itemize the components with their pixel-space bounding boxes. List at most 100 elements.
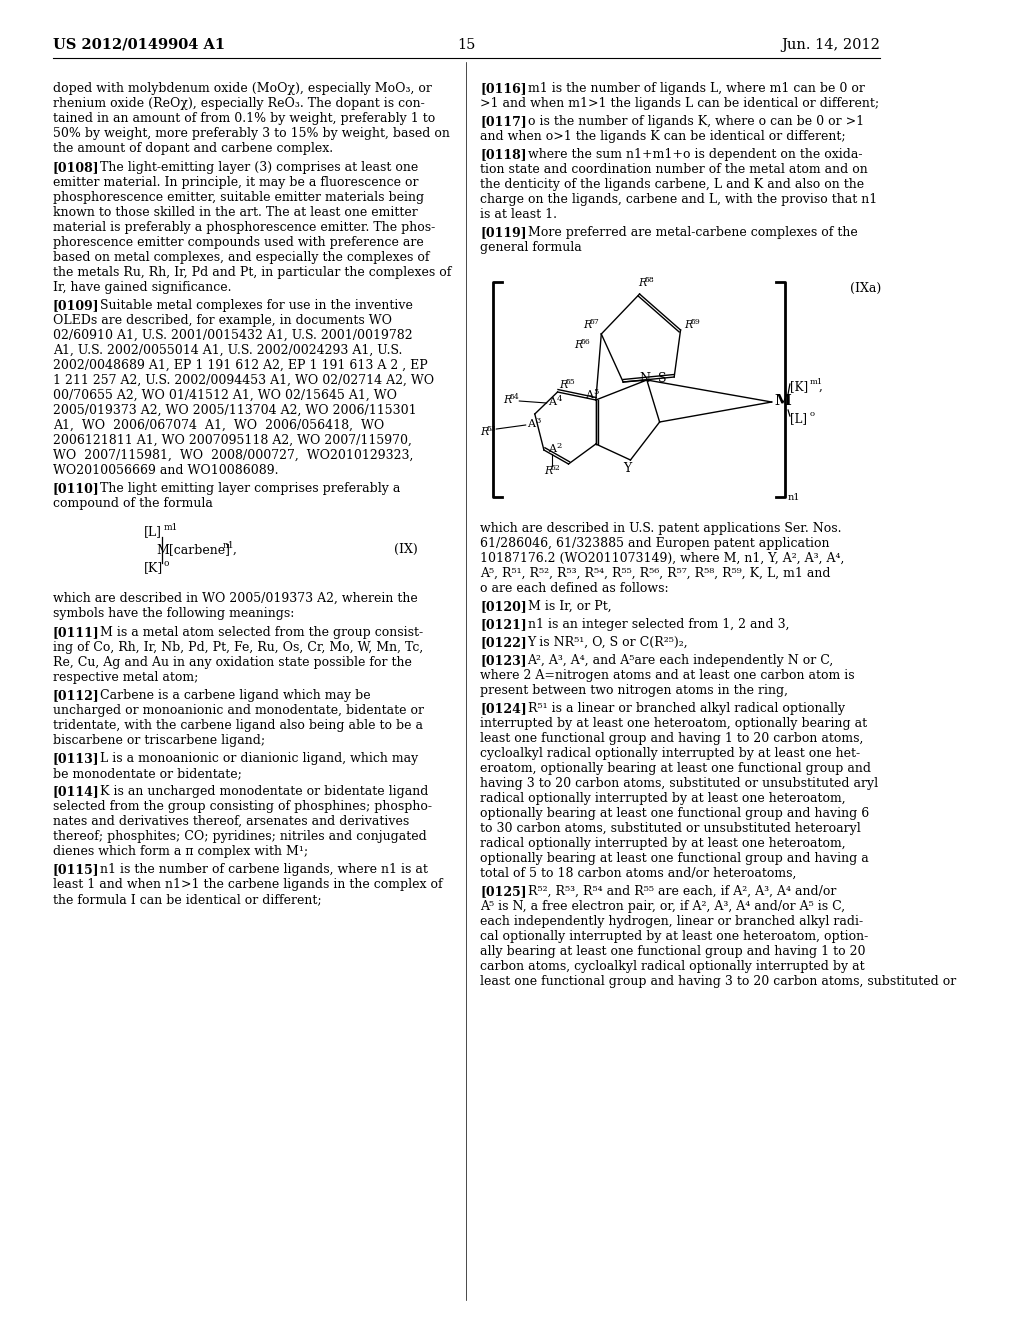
Text: m1: m1 bbox=[810, 378, 823, 385]
Text: 56: 56 bbox=[581, 338, 590, 346]
Text: [0119]: [0119] bbox=[480, 226, 526, 239]
Text: interrupted by at least one heteroatom, optionally bearing at: interrupted by at least one heteroatom, … bbox=[480, 717, 867, 730]
Text: A: A bbox=[549, 397, 556, 407]
Text: 1 211 257 A2, U.S. 2002/0094453 A1, WO 02/02714 A2, WO: 1 211 257 A2, U.S. 2002/0094453 A1, WO 0… bbox=[53, 374, 434, 387]
Text: (IX): (IX) bbox=[393, 543, 417, 556]
Text: [0116]: [0116] bbox=[480, 82, 526, 95]
Text: [0117]: [0117] bbox=[480, 115, 527, 128]
Text: M[carbene]: M[carbene] bbox=[157, 543, 230, 556]
Text: eroatom, optionally bearing at least one functional group and: eroatom, optionally bearing at least one… bbox=[480, 762, 871, 775]
Text: [0110]: [0110] bbox=[53, 482, 99, 495]
Text: [0123]: [0123] bbox=[480, 653, 526, 667]
Text: A², A³, A⁴, and A⁵are each independently N or C,: A², A³, A⁴, and A⁵are each independently… bbox=[527, 653, 834, 667]
Text: o: o bbox=[810, 411, 815, 418]
Text: 53: 53 bbox=[486, 425, 497, 433]
Text: [0125]: [0125] bbox=[480, 884, 526, 898]
Text: 2006121811 A1, WO 2007095118 A2, WO 2007/115970,: 2006121811 A1, WO 2007095118 A2, WO 2007… bbox=[53, 434, 412, 447]
Text: 58: 58 bbox=[644, 276, 654, 284]
Text: symbols have the following meanings:: symbols have the following meanings: bbox=[53, 607, 294, 620]
Text: US 2012/0149904 A1: US 2012/0149904 A1 bbox=[53, 38, 225, 51]
Text: 4: 4 bbox=[557, 395, 562, 403]
Text: material is preferably a phosphorescence emitter. The phos-: material is preferably a phosphorescence… bbox=[53, 220, 435, 234]
Text: least one functional group and having 1 to 20 carbon atoms,: least one functional group and having 1 … bbox=[480, 733, 863, 744]
Text: nates and derivatives thereof, arsenates and derivatives: nates and derivatives thereof, arsenates… bbox=[53, 814, 410, 828]
Text: least 1 and when n1>1 the carbene ligands in the complex of: least 1 and when n1>1 the carbene ligand… bbox=[53, 878, 442, 891]
Text: tion state and coordination number of the metal atom and on: tion state and coordination number of th… bbox=[480, 162, 868, 176]
Text: optionally bearing at least one functional group and having a: optionally bearing at least one function… bbox=[480, 851, 869, 865]
Text: 59: 59 bbox=[690, 318, 700, 326]
Text: R: R bbox=[574, 341, 583, 350]
Text: 57: 57 bbox=[590, 318, 599, 326]
Text: S: S bbox=[657, 371, 667, 384]
Text: The light-emitting layer (3) comprises at least one: The light-emitting layer (3) comprises a… bbox=[100, 161, 419, 174]
Text: 00/70655 A2, WO 01/41512 A1, WO 02/15645 A1, WO: 00/70655 A2, WO 01/41512 A1, WO 02/15645… bbox=[53, 389, 397, 403]
Text: A: A bbox=[585, 389, 593, 400]
Text: Y is NR⁵¹, O, S or C(R²⁵)₂,: Y is NR⁵¹, O, S or C(R²⁵)₂, bbox=[527, 636, 688, 649]
Text: each independently hydrogen, linear or branched alkyl radi-: each independently hydrogen, linear or b… bbox=[480, 915, 863, 928]
Text: M: M bbox=[774, 393, 792, 408]
Text: 2005/019373 A2, WO 2005/113704 A2, WO 2006/115301: 2005/019373 A2, WO 2005/113704 A2, WO 20… bbox=[53, 404, 417, 417]
Text: 2002/0048689 A1, EP 1 191 612 A2, EP 1 191 613 A 2 , EP: 2002/0048689 A1, EP 1 191 612 A2, EP 1 1… bbox=[53, 359, 428, 372]
Text: A⁵, R⁵¹, R⁵², R⁵³, R⁵⁴, R⁵⁵, R⁵⁶, R⁵⁷, R⁵⁸, R⁵⁹, K, L, m1 and: A⁵, R⁵¹, R⁵², R⁵³, R⁵⁴, R⁵⁵, R⁵⁶, R⁵⁷, R… bbox=[480, 568, 830, 579]
Text: o: o bbox=[164, 558, 170, 568]
Text: [0112]: [0112] bbox=[53, 689, 99, 702]
Text: to 30 carbon atoms, substituted or unsubstituted heteroaryl: to 30 carbon atoms, substituted or unsub… bbox=[480, 822, 861, 836]
Text: 5: 5 bbox=[593, 388, 598, 396]
Text: biscarbene or triscarbene ligand;: biscarbene or triscarbene ligand; bbox=[53, 734, 265, 747]
Text: doped with molybdenum oxide (MoOχ), especially MoO₃, or: doped with molybdenum oxide (MoOχ), espe… bbox=[53, 82, 432, 95]
Text: based on metal complexes, and especially the complexes of: based on metal complexes, and especially… bbox=[53, 251, 429, 264]
Text: [0113]: [0113] bbox=[53, 752, 99, 766]
Text: R: R bbox=[559, 380, 567, 389]
Text: where the sum n1+m1+o is dependent on the oxida-: where the sum n1+m1+o is dependent on th… bbox=[527, 148, 862, 161]
Text: m1: m1 bbox=[164, 523, 178, 532]
Text: R: R bbox=[684, 319, 692, 330]
Text: WO  2007/115981,  WO  2008/000727,  WO2010129323,: WO 2007/115981, WO 2008/000727, WO201012… bbox=[53, 449, 414, 462]
Text: R⁵¹ is a linear or branched alkyl radical optionally: R⁵¹ is a linear or branched alkyl radica… bbox=[527, 702, 845, 715]
Text: R: R bbox=[480, 426, 488, 437]
Text: R: R bbox=[583, 319, 592, 330]
Text: phorescence emitter compounds used with preference are: phorescence emitter compounds used with … bbox=[53, 236, 424, 249]
Text: 55: 55 bbox=[566, 378, 575, 385]
Text: 2: 2 bbox=[557, 442, 562, 450]
Text: 52: 52 bbox=[550, 465, 560, 473]
Text: 3: 3 bbox=[536, 417, 541, 425]
Text: least one functional group and having 3 to 20 carbon atoms, substituted or: least one functional group and having 3 … bbox=[480, 975, 956, 987]
Text: cycloalkyl radical optionally interrupted by at least one het-: cycloalkyl radical optionally interrupte… bbox=[480, 747, 860, 760]
Text: [L]: [L] bbox=[790, 412, 807, 425]
Text: Y: Y bbox=[624, 462, 632, 475]
Text: ing of Co, Rh, Ir, Nb, Pd, Pt, Fe, Ru, Os, Cr, Mo, W, Mn, Tc,: ing of Co, Rh, Ir, Nb, Pd, Pt, Fe, Ru, O… bbox=[53, 642, 423, 653]
Text: 54: 54 bbox=[509, 393, 519, 401]
Text: Suitable metal complexes for use in the inventive: Suitable metal complexes for use in the … bbox=[100, 300, 413, 312]
Text: n1 is the number of carbene ligands, where n1 is at: n1 is the number of carbene ligands, whe… bbox=[100, 863, 428, 876]
Text: The light emitting layer comprises preferably a: The light emitting layer comprises prefe… bbox=[100, 482, 400, 495]
Text: which are described in WO 2005/019373 A2, wherein the: which are described in WO 2005/019373 A2… bbox=[53, 591, 418, 605]
Text: Carbene is a carbene ligand which may be: Carbene is a carbene ligand which may be bbox=[100, 689, 371, 702]
Text: K is an uncharged monodentate or bidentate ligand: K is an uncharged monodentate or bidenta… bbox=[100, 785, 429, 799]
Text: the denticity of the ligands carbene, L and K and also on the: the denticity of the ligands carbene, L … bbox=[480, 178, 864, 191]
Text: n1: n1 bbox=[222, 541, 233, 550]
Text: ,: , bbox=[232, 543, 237, 556]
Text: M is a metal atom selected from the group consist-: M is a metal atom selected from the grou… bbox=[100, 626, 423, 639]
Text: which are described in U.S. patent applications Ser. Nos.: which are described in U.S. patent appli… bbox=[480, 521, 842, 535]
Text: [0118]: [0118] bbox=[480, 148, 526, 161]
Text: thereof; phosphites; CO; pyridines; nitriles and conjugated: thereof; phosphites; CO; pyridines; nitr… bbox=[53, 830, 427, 843]
Text: 02/60910 A1, U.S. 2001/0015432 A1, U.S. 2001/0019782: 02/60910 A1, U.S. 2001/0015432 A1, U.S. … bbox=[53, 329, 413, 342]
Text: optionally bearing at least one functional group and having 6: optionally bearing at least one function… bbox=[480, 807, 869, 820]
Text: n1: n1 bbox=[787, 492, 800, 502]
Text: is at least 1.: is at least 1. bbox=[480, 209, 557, 220]
Text: R: R bbox=[544, 466, 552, 477]
Text: [0114]: [0114] bbox=[53, 785, 99, 799]
Text: total of 5 to 18 carbon atoms and/or heteroatoms,: total of 5 to 18 carbon atoms and/or het… bbox=[480, 867, 797, 880]
Text: WO2010056669 and WO10086089.: WO2010056669 and WO10086089. bbox=[53, 465, 279, 477]
Text: [K]: [K] bbox=[144, 561, 163, 574]
Text: >1 and when m1>1 the ligands L can be identical or different;: >1 and when m1>1 the ligands L can be id… bbox=[480, 96, 880, 110]
Text: [0122]: [0122] bbox=[480, 636, 527, 649]
Text: the metals Ru, Rh, Ir, Pd and Pt, in particular the complexes of: the metals Ru, Rh, Ir, Pd and Pt, in par… bbox=[53, 267, 452, 279]
Text: A: A bbox=[549, 444, 556, 454]
Text: ally bearing at least one functional group and having 1 to 20: ally bearing at least one functional gro… bbox=[480, 945, 865, 958]
Text: dienes which form a π complex with M¹;: dienes which form a π complex with M¹; bbox=[53, 845, 308, 858]
Text: be monodentate or bidentate;: be monodentate or bidentate; bbox=[53, 767, 242, 780]
Text: carbon atoms, cycloalkyl radical optionally interrupted by at: carbon atoms, cycloalkyl radical optiona… bbox=[480, 960, 864, 973]
Text: R⁵², R⁵³, R⁵⁴ and R⁵⁵ are each, if A², A³, A⁴ and/or: R⁵², R⁵³, R⁵⁴ and R⁵⁵ are each, if A², A… bbox=[527, 884, 836, 898]
Text: compound of the formula: compound of the formula bbox=[53, 498, 213, 510]
